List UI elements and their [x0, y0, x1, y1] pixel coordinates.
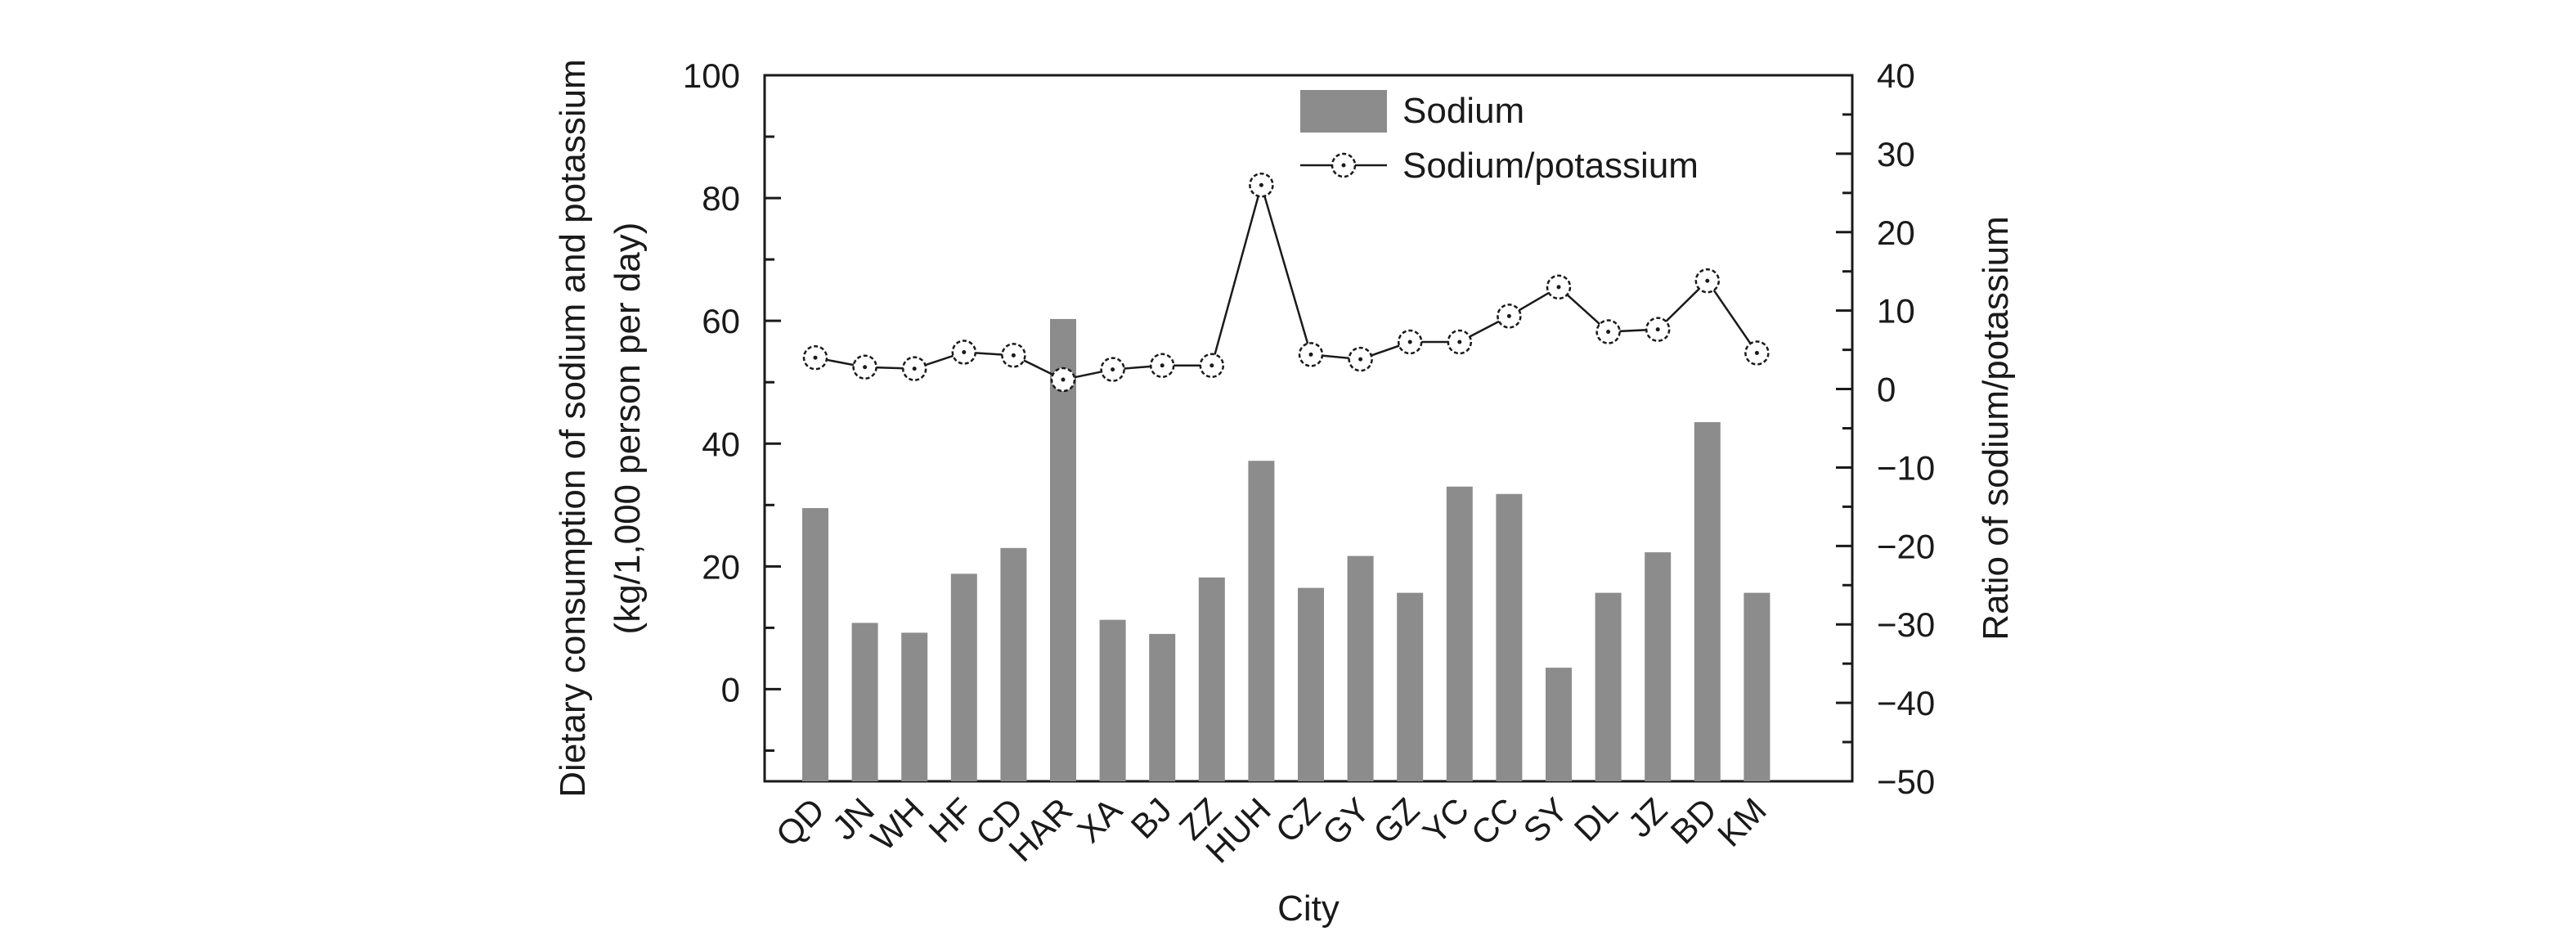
ratio-point-center [1705, 278, 1710, 283]
sodium-bar [1446, 486, 1473, 781]
sodium-bar [1397, 592, 1424, 781]
ratio-point-center [1259, 182, 1263, 187]
sodium-bar [851, 623, 878, 781]
y-left-tick-label: 40 [702, 425, 740, 463]
y-right-tick-label: 30 [1877, 135, 1915, 173]
y-right-tick-label: 10 [1877, 292, 1915, 331]
x-tick-label: XA [1070, 790, 1129, 850]
x-tick-label: KM [1710, 790, 1774, 854]
y-left-tick-label: 0 [721, 670, 740, 708]
sodium-bar [901, 632, 928, 781]
y-left-tick-label: 20 [702, 547, 740, 586]
y-left-axis-title-units: (kg/1,000 person per day) [608, 223, 648, 635]
sodium-bar [1248, 461, 1275, 781]
sodium-bar [1496, 493, 1523, 781]
sodium-bar [1546, 668, 1572, 781]
y-right-tick-label: −50 [1877, 762, 1935, 801]
y-left-tick-label: 60 [702, 302, 740, 340]
ratio-point-center [912, 367, 917, 371]
legend-label-ratio: Sodium/potassium [1402, 146, 1699, 186]
sodium-bar [1298, 587, 1324, 781]
ratio-point-center [962, 349, 967, 354]
x-tick-label: HF [921, 790, 981, 850]
y-left-tick-label: 100 [683, 56, 740, 95]
sodium-bar [1099, 619, 1126, 781]
ratio-point-center [1606, 330, 1611, 335]
ratio-point-center [1457, 340, 1462, 344]
ratio-point-center [1011, 353, 1016, 358]
ratio-point-center [1407, 340, 1412, 344]
x-tick-label: SY [1516, 790, 1576, 850]
sodium-bar [1000, 547, 1027, 781]
y-right-tick-label: 0 [1877, 371, 1896, 409]
sodium-bar [1595, 592, 1622, 781]
x-tick-label: JZ [1620, 790, 1674, 844]
ratio-point-center [1160, 363, 1165, 368]
y-left-tick-label: 80 [702, 179, 740, 218]
sodium-bar [1694, 421, 1721, 781]
ratio-point-center [1061, 377, 1066, 382]
y-left-axis-title: Dietary consumption of sodium and potass… [553, 59, 593, 797]
sodium-bar [950, 573, 977, 781]
ratio-point-center [1209, 363, 1214, 368]
y-right-tick-label: −30 [1877, 605, 1935, 644]
ratio-point-center [1754, 350, 1759, 355]
legend-marker-ratio-center [1341, 163, 1346, 168]
ratio-point-center [1111, 367, 1115, 372]
sodium-bar [1744, 592, 1770, 781]
x-tick-label: DL [1567, 790, 1625, 848]
y-right-axis-title: Ratio of sodium/potassium [1976, 216, 2016, 640]
ratio-point-center [1308, 352, 1313, 357]
legend-swatch-sodium [1300, 90, 1387, 133]
y-right-tick-label: −20 [1877, 527, 1935, 565]
y-right-tick-label: 40 [1877, 56, 1915, 95]
x-axis-title: City [1277, 888, 1340, 929]
sodium-bar [1645, 552, 1672, 781]
ratio-point-center [1556, 285, 1561, 290]
ratio-point-center [1655, 327, 1660, 332]
legend-label-sodium: Sodium [1402, 91, 1524, 131]
x-tick-label: CZ [1268, 790, 1328, 850]
x-tick-label: QD [769, 790, 832, 854]
y-right-tick-label: −40 [1877, 684, 1935, 722]
sodium-bar [1050, 318, 1076, 781]
ratio-point-center [813, 355, 818, 360]
x-tick-label: WH [864, 790, 931, 858]
y-right-tick-label: −10 [1877, 448, 1935, 487]
ratio-point-center [863, 365, 868, 370]
sodium-bar [1149, 633, 1176, 781]
ratio-point-center [1506, 313, 1511, 318]
sodium-bar [1198, 577, 1225, 781]
ratio-point-center [1358, 357, 1363, 362]
sodium-bar [802, 508, 828, 781]
y-right-tick-label: 20 [1877, 214, 1915, 252]
x-tick-label: BJ [1124, 790, 1179, 846]
sodium-bar [1347, 555, 1374, 781]
